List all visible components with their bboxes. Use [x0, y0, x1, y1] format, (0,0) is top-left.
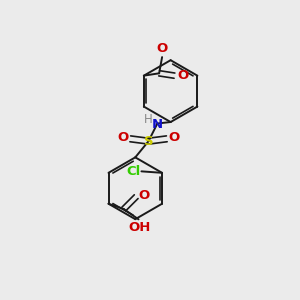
Text: O: O [169, 131, 180, 144]
Text: S: S [144, 135, 153, 148]
Text: N: N [152, 118, 163, 130]
Text: O: O [139, 189, 150, 202]
Text: H: H [144, 113, 152, 126]
Text: O: O [157, 42, 168, 56]
Text: O: O [117, 131, 128, 144]
Text: O: O [177, 69, 188, 82]
Text: OH: OH [129, 221, 151, 234]
Text: Cl: Cl [126, 165, 140, 178]
